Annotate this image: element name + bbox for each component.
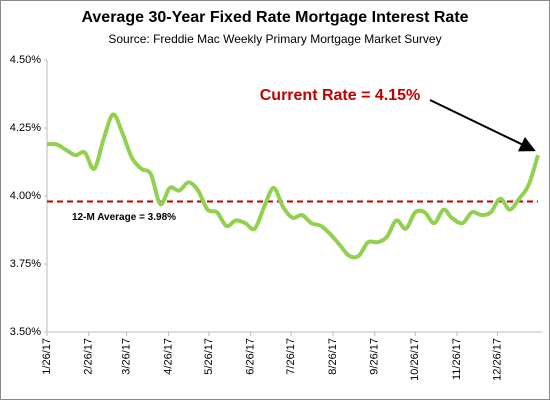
x-tick-label: 3/26/17 — [120, 338, 132, 375]
x-tick-label: 11/26/17 — [451, 338, 463, 380]
y-tick-label: 3.50% — [10, 326, 41, 338]
x-tick-label: 6/26/17 — [245, 338, 257, 375]
y-tick-label: 3.75% — [10, 258, 41, 270]
x-tick-label: 1/26/17 — [41, 338, 53, 375]
x-tick-label: 5/26/17 — [203, 338, 215, 375]
annotation-arrow — [429, 99, 536, 152]
chart-title: Average 30-Year Fixed Rate Mortgage Inte… — [81, 9, 468, 26]
series-line — [46, 112, 540, 260]
y-tick-label: 4.25% — [10, 122, 41, 134]
reference-label: 12-M Average = 3.98% — [72, 212, 176, 223]
y-tick-label: 4.50% — [10, 54, 41, 66]
chart-subtitle: Source: Freddie Mac Weekly Primary Mortg… — [108, 32, 441, 46]
x-tick-label: 9/26/17 — [369, 338, 381, 375]
x-tick-label: 8/26/17 — [327, 338, 339, 375]
x-tick-label: 7/26/17 — [285, 338, 297, 375]
annotation: Current Rate = 4.15% — [260, 87, 421, 104]
x-tick-label: 12/26/17 — [491, 338, 503, 381]
x-tick-label: 2/26/17 — [83, 338, 95, 375]
y-tick-label: 4.00% — [10, 190, 41, 202]
x-tick-label: 10/26/17 — [409, 338, 421, 381]
x-tick-label: 4/26/17 — [162, 338, 174, 375]
